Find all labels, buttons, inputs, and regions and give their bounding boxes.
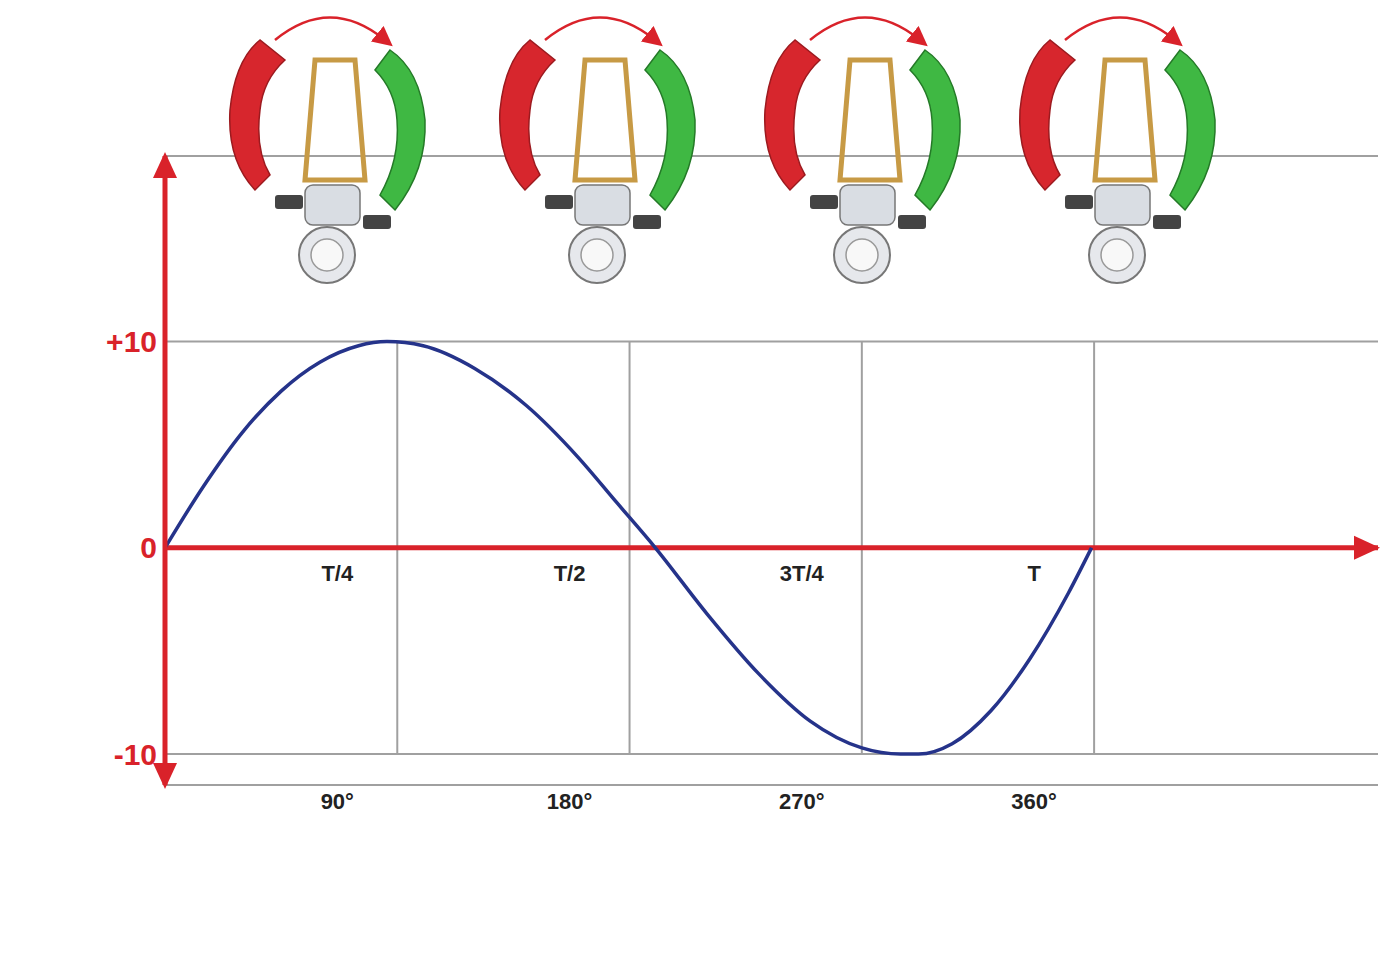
svg-text:T/2: T/2: [554, 561, 586, 586]
svg-text:-10: -10: [114, 738, 157, 771]
svg-text:3T/4: 3T/4: [780, 561, 825, 586]
svg-text:0: 0: [140, 531, 157, 564]
svg-text:180°: 180°: [547, 789, 593, 814]
svg-text:T: T: [1027, 561, 1041, 586]
svg-text:360°: 360°: [1011, 789, 1057, 814]
svg-text:90°: 90°: [321, 789, 354, 814]
svg-text:270°: 270°: [779, 789, 825, 814]
svg-text:T/4: T/4: [321, 561, 354, 586]
svg-text:+10: +10: [106, 325, 157, 358]
